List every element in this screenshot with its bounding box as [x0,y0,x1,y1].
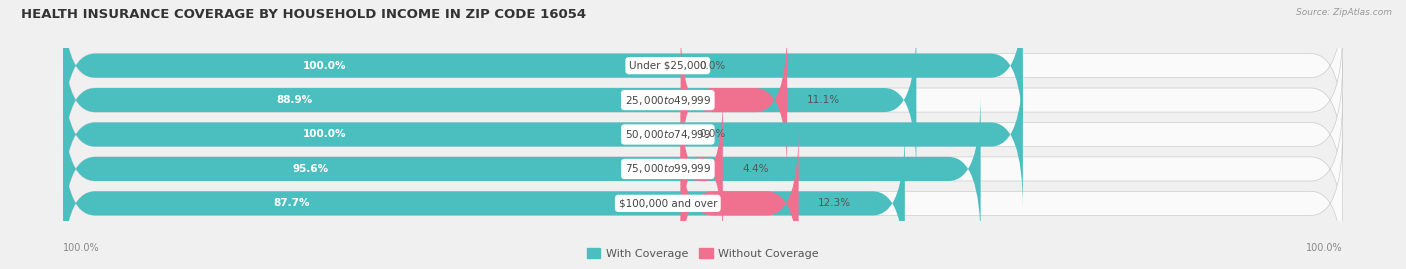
FancyBboxPatch shape [63,129,905,269]
Text: $100,000 and over: $100,000 and over [619,198,717,208]
Text: $75,000 to $99,999: $75,000 to $99,999 [624,162,711,175]
FancyBboxPatch shape [63,95,980,243]
FancyBboxPatch shape [63,26,917,174]
Text: 0.0%: 0.0% [700,129,725,140]
FancyBboxPatch shape [63,0,1024,140]
Text: 12.3%: 12.3% [818,198,851,208]
FancyBboxPatch shape [63,95,1343,243]
Text: HEALTH INSURANCE COVERAGE BY HOUSEHOLD INCOME IN ZIP CODE 16054: HEALTH INSURANCE COVERAGE BY HOUSEHOLD I… [21,8,586,21]
Text: 95.6%: 95.6% [292,164,329,174]
FancyBboxPatch shape [63,129,1343,269]
FancyBboxPatch shape [681,95,723,243]
Text: Source: ZipAtlas.com: Source: ZipAtlas.com [1296,8,1392,17]
Text: 4.4%: 4.4% [742,164,769,174]
FancyBboxPatch shape [63,26,1343,174]
FancyBboxPatch shape [63,61,1343,208]
FancyBboxPatch shape [681,26,787,174]
Text: $50,000 to $74,999: $50,000 to $74,999 [624,128,711,141]
FancyBboxPatch shape [63,61,1024,208]
Text: 0.0%: 0.0% [700,61,725,71]
Text: 87.7%: 87.7% [274,198,311,208]
Text: 100.0%: 100.0% [1306,243,1343,253]
Text: 88.9%: 88.9% [277,95,312,105]
Legend: With Coverage, Without Coverage: With Coverage, Without Coverage [582,244,824,263]
Text: 11.1%: 11.1% [806,95,839,105]
Text: 100.0%: 100.0% [63,243,100,253]
Text: 100.0%: 100.0% [304,61,347,71]
Text: Under $25,000: Under $25,000 [628,61,707,71]
FancyBboxPatch shape [681,129,799,269]
FancyBboxPatch shape [63,0,1343,140]
Text: $25,000 to $49,999: $25,000 to $49,999 [624,94,711,107]
Text: 100.0%: 100.0% [304,129,347,140]
